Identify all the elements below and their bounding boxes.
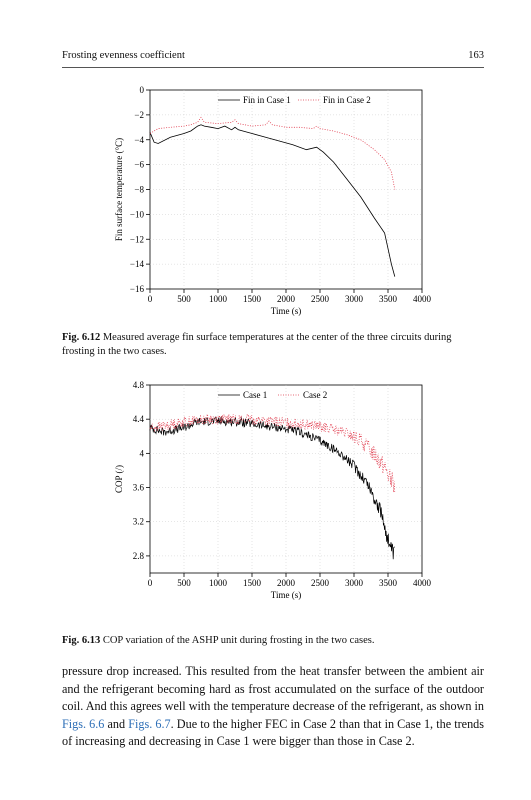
x-tick-label: 1500 [243,294,262,304]
x-tick-label: 1000 [209,578,228,588]
y-tick-label: −12 [130,234,144,244]
caption-text: Measured average fin surface temperature… [62,332,452,357]
x-tick-label: 2000 [277,294,296,304]
legend-label-2: Case 2 [303,390,327,400]
y-tick-label: −4 [134,135,144,145]
y-tick-label: −14 [130,259,145,269]
body-paragraph: pressure drop increased. This resulted f… [62,663,484,751]
y-tick-label: −2 [134,110,144,120]
legend-label-2: Fin in Case 2 [323,95,371,105]
figure-6-13-chart: 0 500 1000 1500 2000 2500 3000 3500 4000 2.8 3.2 3.… [114,380,432,600]
y-tick-label: 3.2 [133,517,144,527]
x-axis-label: Time (s) [271,590,301,600]
x-tick-label: 500 [177,294,191,304]
y-tick-label: 4.8 [133,380,145,390]
body-text: . Due to the higher FEC in Case 2 than t… [62,716,484,749]
x-tick-label: 1500 [243,578,262,588]
legend-label-1: Case 1 [243,390,267,400]
figure-6-12-chart: 0 500 1000 1500 2000 2500 3000 3500 4000 0 −2 −4 −6 −… [114,85,432,316]
series-line-1 [149,416,395,560]
body-text: pressure drop increased. This resulted f… [62,664,484,714]
y-tick-label: −8 [134,185,144,195]
x-tick-label: 3500 [379,578,398,588]
figs-6-6-link[interactable]: Figs. 6.6 [62,716,105,731]
x-tick-label: 3000 [345,294,364,304]
x-tick-label: 2000 [277,578,296,588]
y-tick-label: −10 [130,209,145,219]
series-line-1 [149,124,396,277]
caption-label: Fig. 6.12 [62,332,101,343]
x-axis-label: Time (s) [271,306,301,316]
running-title: Frosting evenness coefficient [62,50,185,61]
y-tick-label: 4.4 [133,414,145,424]
caption-text: COP variation of the ASHP unit during fr… [102,635,375,646]
series-line-2 [149,116,396,190]
x-tick-label: 0 [148,294,153,304]
y-tick-label: 2.8 [133,551,145,561]
x-tick-label: 4000 [413,578,432,588]
running-header: Frosting evenness coefficient 163 [62,50,484,66]
x-tick-label: 3000 [345,578,364,588]
x-tick-label: 0 [148,578,153,588]
y-axis-label: COP (/) [114,465,124,493]
x-tick-label: 2500 [311,294,330,304]
figure-6-13-caption: Fig. 6.13 COP variation of the ASHP unit… [62,634,484,648]
y-tick-label: 3.6 [133,483,145,493]
y-tick-label: 4 [140,448,145,458]
x-tick-label: 3500 [379,294,398,304]
body-text: and [104,716,129,731]
y-tick-label: −6 [134,160,144,170]
x-tick-label: 4000 [413,294,432,304]
y-tick-label: 0 [140,85,145,95]
caption-label: Fig. 6.13 [62,635,101,646]
page-number: 163 [468,50,484,61]
x-tick-label: 1000 [209,294,228,304]
header-rule [62,67,484,68]
x-tick-label: 2500 [311,578,330,588]
x-tick-label: 500 [177,578,191,588]
figs-6-7-link[interactable]: Figs. 6.7 [128,716,171,731]
legend-label-1: Fin in Case 1 [243,95,291,105]
figure-6-12-caption: Fig. 6.12 Measured average fin surface t… [62,331,484,359]
y-tick-label: −16 [130,284,145,294]
y-axis-label: Fin surface temperature (°C) [114,138,124,241]
series-line-2 [149,413,396,493]
